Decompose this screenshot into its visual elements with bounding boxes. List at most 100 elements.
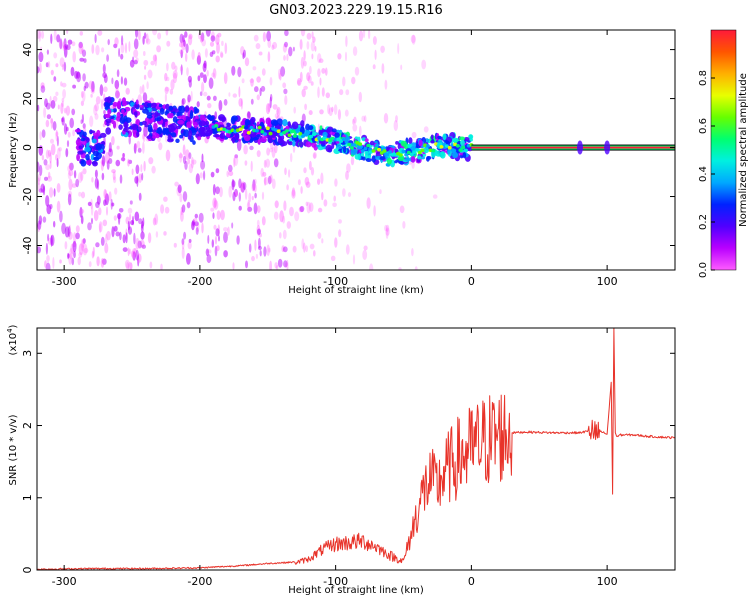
- colorbar: 0.0 0.2 0.4 0.6 0.8 Normalized spectral ampl…: [698, 29, 749, 278]
- spectrogram-cell: [216, 42, 220, 54]
- spectrogram-cell: [307, 75, 312, 84]
- spectrogram-cell: [135, 57, 139, 63]
- spectrogram-cell: [290, 152, 293, 163]
- spectrogram-cell: [220, 209, 225, 221]
- spectrogram-cell: [464, 148, 468, 153]
- spectrogram-cell: [193, 218, 198, 223]
- spectrogram-cell: [112, 171, 116, 181]
- spectrogram-cell: [426, 156, 430, 162]
- spectrogram-cell: [101, 155, 106, 167]
- spectrogram-cell: [361, 115, 366, 122]
- spectrogram-cell: [317, 68, 321, 78]
- spectrogram-cell: [191, 159, 197, 165]
- snr-plot-area: [37, 328, 675, 570]
- spectrogram-cell: [263, 132, 268, 136]
- spectrogram-cell: [141, 221, 144, 229]
- spectrogram-cell: [306, 32, 312, 40]
- spectrogram-cell: [384, 79, 388, 90]
- spectrogram-cell: [82, 131, 87, 137]
- spectrogram-cell: [45, 242, 49, 255]
- spectrogram-cell: [410, 155, 416, 163]
- spectrogram-cell: [274, 200, 279, 209]
- spectrogram-cell: [194, 115, 199, 120]
- spectrogram-cell: [244, 57, 250, 67]
- spectrogram-cell: [337, 53, 342, 60]
- spectrogram-cell: [61, 82, 67, 88]
- spectrogram-cell: [199, 120, 206, 127]
- spectrogram-cell: [176, 125, 181, 130]
- spectrogram-cell: [170, 79, 175, 90]
- spectrogram-cell: [46, 114, 52, 120]
- spectrogram-cell: [208, 77, 214, 89]
- spectrogram-cell: [458, 136, 466, 141]
- spectrogram-cell: [346, 163, 351, 173]
- spectrogram-cell: [309, 134, 314, 139]
- spectrogram-cell: [198, 212, 204, 223]
- spectrogram-cell: [130, 250, 136, 258]
- spectrogram-cell: [256, 150, 261, 158]
- spectrogram-cell: [67, 131, 71, 138]
- spectrogram-cell: [60, 102, 64, 115]
- spectrogram-cell: [246, 202, 251, 210]
- spectrogram-cell: [59, 38, 63, 50]
- spectrogram-cell: [228, 164, 233, 172]
- spectrogram-cell: [288, 46, 293, 57]
- spectrogram-cell: [288, 169, 291, 178]
- spectrogram-cell: [232, 191, 236, 202]
- spectrogram-cell: [274, 262, 278, 269]
- spectrogram-cell: [37, 66, 40, 74]
- spectrogram-cell: [244, 125, 248, 130]
- spectrogram-cell: [133, 232, 136, 245]
- spectrogram-cell: [56, 34, 61, 43]
- spectrogram-cell: [284, 95, 288, 106]
- spectrogram-cell: [418, 139, 423, 147]
- spectrogram-cell: [232, 136, 235, 144]
- spectrogram-cell: [385, 224, 390, 232]
- spectrogram-cell: [248, 243, 252, 253]
- spectrogram-cell: [118, 208, 124, 213]
- spectrogram-cell: [56, 147, 61, 160]
- spectrogram-cell: [420, 148, 425, 152]
- spectrogram-cell: [440, 151, 445, 157]
- spectrogram-cell: [64, 226, 70, 238]
- x-tick-label: 0: [468, 275, 475, 288]
- spectrogram-cell: [251, 255, 255, 262]
- spectrogram-cell: [172, 72, 178, 84]
- spectrogram-cell: [219, 51, 224, 58]
- spectrogram-cell: [203, 60, 207, 69]
- spectrogram-cell: [68, 253, 73, 265]
- spectrogram-cell: [138, 218, 143, 225]
- spectrogram-cell: [231, 222, 234, 229]
- spectrogram-cell: [127, 247, 130, 257]
- spectrogram-cell: [261, 191, 265, 200]
- spectrogram-cell: [358, 30, 364, 42]
- spectrogram-cell: [108, 191, 112, 202]
- spectrogram-cell: [352, 124, 358, 132]
- spectrogram-cell: [271, 178, 276, 190]
- spectrogram-cell: [365, 158, 372, 162]
- spectrogram-cell: [345, 89, 350, 96]
- spectrogram-cell: [113, 215, 117, 221]
- spectrogram-cell: [141, 120, 147, 125]
- spectrogram-cell: [143, 160, 146, 172]
- spectrogram-cell: [282, 229, 287, 240]
- spectrogram-cell: [128, 135, 131, 145]
- spectrogram-cell: [298, 141, 304, 148]
- spectrogram-cell: [37, 222, 41, 233]
- spectrogram-cell: [61, 116, 65, 126]
- spectrogram-cell: [253, 86, 259, 93]
- spectrogram-cell: [256, 205, 261, 214]
- spectrogram-cell: [313, 153, 316, 159]
- spectrogram-cell: [255, 253, 258, 259]
- spectrogram-cell: [406, 150, 411, 155]
- spectrogram-cell: [168, 105, 174, 111]
- spectrogram-cell: [287, 133, 292, 138]
- spectrogram-cell: [269, 96, 272, 109]
- spectrogram-cell: [106, 206, 108, 216]
- spectrogram-cell: [200, 160, 206, 170]
- spectrogram-cell: [249, 125, 254, 130]
- spectrogram-cell: [325, 144, 333, 153]
- spectrogram-cell: [93, 156, 100, 162]
